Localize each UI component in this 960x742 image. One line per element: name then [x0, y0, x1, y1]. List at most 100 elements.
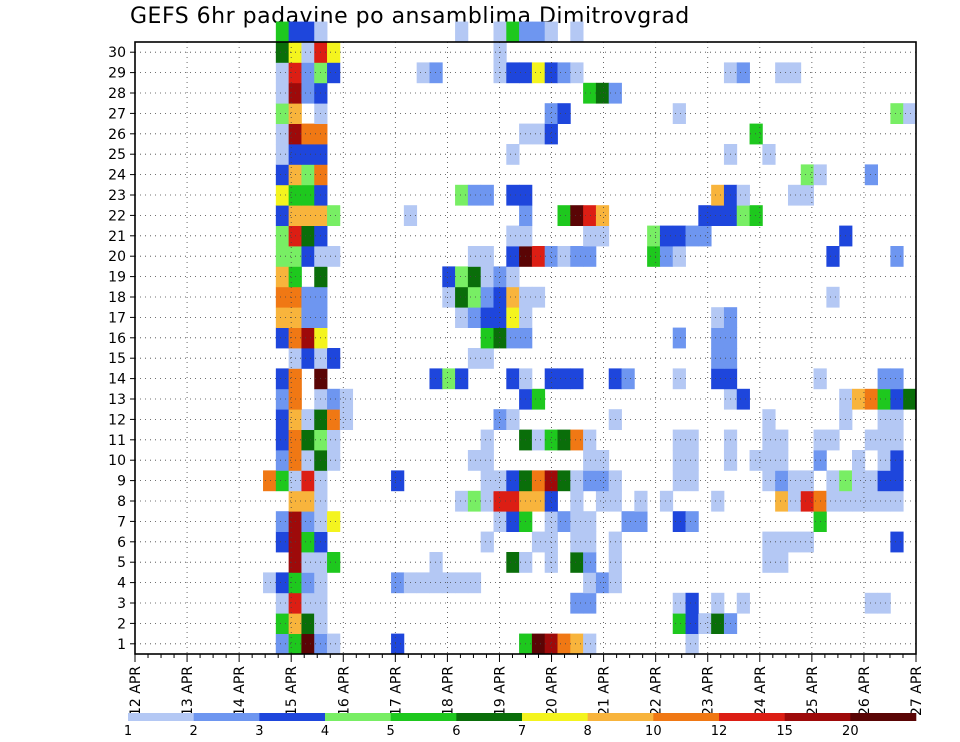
heatmap-cell [787, 490, 802, 512]
y-tick-label: 26 [108, 127, 126, 143]
heatmap-cell [506, 21, 520, 43]
heatmap-cell [506, 552, 520, 573]
heatmap-cell [506, 62, 520, 84]
colorbar-swatch [390, 713, 457, 721]
heatmap-cell [583, 592, 597, 614]
chart-title: GEFS 6hr padavine po ansamblima Dimitrov… [130, 4, 690, 29]
heatmap-cell [583, 225, 597, 247]
y-tick-label: 11 [108, 433, 126, 449]
heatmap-cell [327, 633, 341, 655]
colorbar-swatch [653, 713, 720, 721]
heatmap-cell [531, 286, 546, 308]
heatmap-cell [711, 307, 725, 328]
heatmap-cell [301, 144, 315, 165]
heatmap-cell [557, 470, 571, 492]
heatmap-cell [544, 246, 558, 267]
heatmap-cell [570, 205, 584, 226]
heatmap-cell [647, 246, 661, 267]
heatmap-cell [672, 592, 686, 614]
heatmap-cell [672, 429, 686, 451]
heatmap-cell [275, 286, 290, 308]
heatmap-cell [570, 21, 584, 43]
heatmap-cell [685, 450, 699, 471]
y-tick-label: 17 [108, 310, 126, 326]
heatmap-cell [531, 123, 546, 145]
y-tick-label: 6 [117, 535, 126, 551]
heatmap-cell [762, 531, 776, 553]
heatmap-cell [685, 633, 699, 655]
heatmap-cell [570, 531, 584, 553]
y-tick-label: 23 [108, 188, 126, 204]
colorbar-swatch [456, 713, 523, 721]
heatmap-cell [327, 429, 341, 451]
heatmap-cell [544, 429, 558, 451]
heatmap-cell [493, 21, 507, 43]
heatmap-cell [890, 450, 904, 471]
x-tick-label: 21 APR [597, 666, 613, 716]
heatmap-cell [877, 409, 891, 430]
x-tick-label: 19 APR [492, 666, 508, 716]
heatmap-cell [429, 552, 443, 573]
heatmap-cell [275, 123, 290, 145]
heatmap-cell [301, 348, 315, 369]
heatmap-cell [557, 368, 571, 390]
heatmap-cell [275, 205, 290, 226]
y-tick-label: 24 [108, 168, 126, 184]
heatmap-cell [890, 470, 904, 492]
heatmap-cell [711, 368, 725, 390]
heatmap-cell [467, 184, 482, 206]
heatmap-cell [455, 490, 469, 512]
heatmap-cell [749, 205, 763, 226]
heatmap-cell [416, 572, 430, 594]
heatmap-cell [275, 368, 290, 390]
heatmap-cell [621, 368, 635, 390]
heatmap-cell [672, 450, 686, 471]
heatmap-cell [288, 21, 302, 43]
heatmap-cell [301, 470, 315, 492]
heatmap-cell [890, 409, 904, 430]
heatmap-cell [531, 429, 546, 451]
heatmap-cell [890, 531, 904, 553]
y-tick-label: 25 [108, 147, 126, 163]
heatmap-cell [301, 21, 315, 43]
heatmap-cell [480, 286, 494, 308]
colorbar-label: 20 [842, 724, 859, 739]
heatmap-cell [685, 225, 699, 247]
colorbar-swatch [784, 713, 851, 721]
heatmap-cell [301, 123, 315, 145]
heatmap-cell [544, 511, 558, 532]
heatmap-cell [621, 511, 635, 532]
heatmap-cell [595, 450, 610, 471]
heatmap-cell [480, 307, 494, 328]
x-tick-label: 22 APR [649, 666, 665, 716]
heatmap-cell [301, 429, 315, 451]
heatmap-cell [595, 205, 610, 226]
y-tick-label: 28 [108, 86, 126, 102]
heatmap-cell [301, 307, 315, 328]
heatmap-cell [263, 572, 277, 594]
colorbar-label: 2 [190, 724, 198, 739]
heatmap-cell [570, 490, 584, 512]
heatmap-cell [416, 62, 430, 84]
x-tick-label: 25 APR [805, 666, 821, 716]
heatmap-cell [890, 388, 904, 410]
colorbar-label: 1 [124, 724, 132, 739]
heatmap-cell [455, 572, 469, 594]
heatmap-cell [467, 490, 482, 512]
heatmap-cell [583, 633, 597, 655]
y-tick-label: 19 [108, 270, 126, 286]
heatmap-cell [480, 429, 494, 451]
heatmap-cell [787, 531, 802, 553]
y-tick-label: 1 [117, 637, 126, 653]
heatmap-cell [275, 62, 290, 84]
heatmap-cell [890, 246, 904, 267]
heatmap-cell [711, 348, 725, 369]
heatmap-cell [672, 511, 686, 532]
colorbar-swatch [587, 713, 654, 721]
y-tick-label: 4 [117, 576, 126, 592]
heatmap-cell [877, 470, 891, 492]
heatmap-cell [339, 409, 354, 430]
heatmap-cell [877, 450, 891, 471]
heatmap-cell [480, 184, 494, 206]
